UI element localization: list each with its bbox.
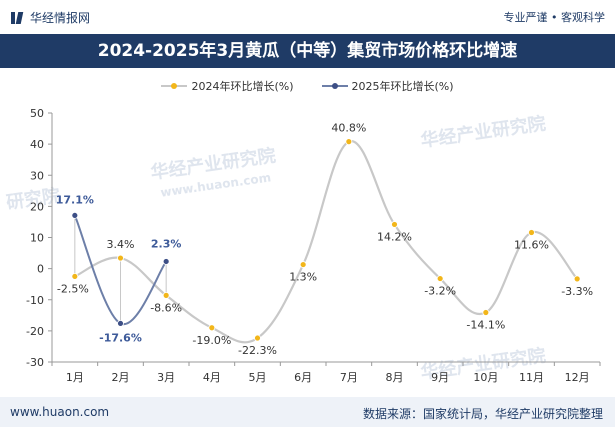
y-tick-label: -10: [26, 294, 44, 307]
data-point: [299, 261, 307, 268]
data-point: [162, 258, 170, 265]
data-point: [117, 320, 124, 327]
data-point: [482, 309, 490, 316]
data-label-2024: -2.5%: [57, 282, 89, 295]
y-tick-label: -30: [26, 356, 44, 369]
data-point: [436, 275, 444, 282]
data-label-2024: 11.6%: [514, 239, 549, 252]
data-point: [162, 291, 170, 299]
y-tick-label: 40: [30, 138, 44, 151]
brand-logo: 华经情报网: [10, 9, 90, 26]
top-bar: 华经情报网 专业严谨 • 客观科学: [0, 0, 615, 34]
data-label-2024: 1.3%: [289, 271, 317, 284]
data-point: [117, 254, 124, 262]
data-label-2024: -3.2%: [424, 285, 456, 298]
x-tick-label: 9月: [431, 371, 449, 384]
data-point: [71, 273, 79, 280]
y-tick-label: 0: [37, 263, 44, 276]
y-tick-label: 10: [30, 232, 44, 245]
legend-item-2025: 2025年环比增长(%): [321, 78, 454, 94]
data-label-2024: 14.2%: [377, 230, 412, 243]
legend-label-2025: 2025年环比增长(%): [351, 80, 454, 93]
x-tick-label: 3月: [157, 371, 175, 384]
x-tick-label: 6月: [294, 371, 312, 384]
data-label-2025: -17.6%: [99, 331, 142, 344]
x-tick-label: 7月: [340, 371, 358, 384]
line-chart: -30 -20 -10 0 10 20 30 40 50 1月 2月 3月 4月 5月 6月 7月 8月 9月 10…: [26, 107, 601, 384]
title-bar: 2024-2025年3月黄瓜（中等）集贸市场价格环比增速: [0, 34, 615, 68]
data-point: [208, 324, 216, 332]
data-label-2024: -8.6%: [150, 301, 182, 314]
data-label-2024: -19.0%: [192, 334, 231, 347]
data-label-2024: 40.8%: [331, 122, 366, 135]
legend-swatch-2025: [321, 81, 348, 91]
data-label-2024: -14.1%: [466, 319, 505, 332]
data-point: [254, 334, 261, 342]
legend-label-2024: 2024年环比增长(%): [191, 80, 294, 93]
brand-name: 华经情报网: [30, 11, 91, 25]
x-tick-label: 11月: [519, 371, 544, 384]
data-label-2024: -3.3%: [561, 285, 593, 298]
data-point: [528, 229, 535, 236]
data-point: [573, 275, 581, 283]
x-tick-label: 5月: [249, 371, 267, 384]
x-tick-label: 1月: [66, 371, 84, 384]
y-tick-label: 20: [30, 200, 44, 213]
x-tick-label: 2月: [112, 371, 130, 384]
x-tick-label: 4月: [203, 371, 221, 384]
y-tick-label: 30: [30, 169, 44, 182]
legend-item-2024: 2024年环比增长(%): [161, 78, 294, 94]
data-point: [391, 221, 398, 228]
x-tick-label: 10月: [473, 371, 498, 384]
chart-legend: 2024年环比增长(%) 2025年环比增长(%): [0, 78, 615, 94]
data-point: [345, 138, 353, 146]
footer-bar: www.huaon.com 数据来源：国家统计局，华经产业研究院整理: [0, 397, 615, 427]
legend-swatch-2024: [161, 81, 188, 91]
x-tick-label: 12月: [565, 371, 590, 384]
data-label-2025: 17.1%: [56, 193, 94, 206]
tagline: 专业严谨 • 客观科学: [503, 11, 605, 24]
y-tick-label: 50: [30, 107, 44, 120]
data-label-2024: -22.3%: [238, 344, 277, 357]
x-tick-label: 8月: [386, 371, 404, 384]
data-label-2025: 2.3%: [151, 237, 182, 250]
chart-title: 2024-2025年3月黄瓜（中等）集贸市场价格环比增速: [97, 41, 518, 61]
logo-icon: [10, 11, 24, 25]
footer-site: www.huaon.com: [10, 405, 110, 419]
footer-source: 数据来源：国家统计局，华经产业研究院整理: [362, 407, 603, 421]
y-tick-label: -20: [26, 325, 44, 338]
data-point: [71, 212, 79, 219]
data-label-2024: 3.4%: [107, 238, 135, 251]
